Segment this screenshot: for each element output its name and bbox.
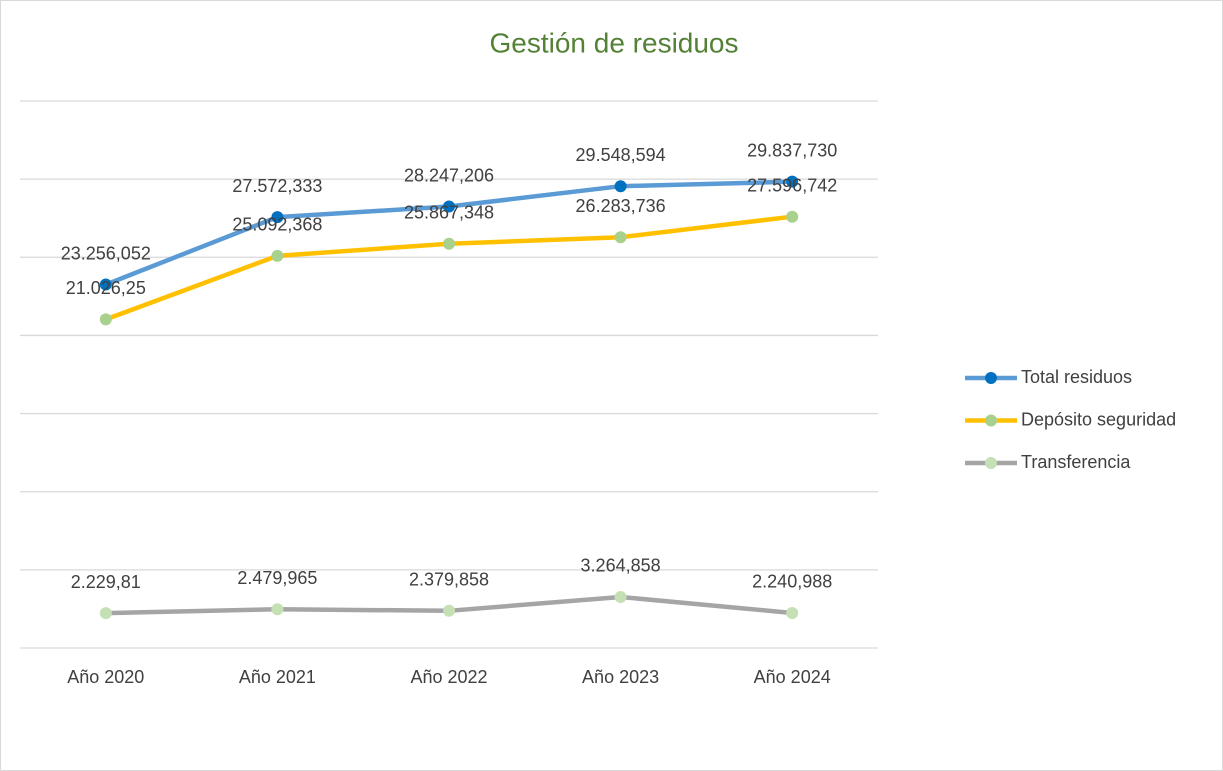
data-label: 23.256,052 (61, 243, 151, 263)
marker (99, 607, 112, 620)
marker (99, 278, 112, 291)
data-label: 25.092,368 (232, 215, 322, 235)
legend-marker (985, 414, 997, 427)
data-label: 2.379,858 (409, 570, 489, 590)
marker (443, 604, 455, 617)
marker (271, 211, 284, 224)
marker (443, 200, 455, 213)
marker (614, 180, 627, 193)
marker (614, 590, 627, 603)
x-tick-label: Año 2024 (754, 667, 831, 687)
data-label: 21.026,25 (66, 278, 146, 298)
data-label: 2.229,81 (71, 572, 141, 592)
legend-label: Transferencia (1021, 452, 1131, 472)
data-label: 2.240,988 (752, 572, 832, 592)
data-label: 25.867,348 (404, 202, 494, 222)
x-tick-label: Año 2021 (239, 667, 316, 687)
data-label: 29.548,594 (576, 145, 666, 165)
marker (786, 210, 799, 223)
data-label: 27.572,333 (232, 176, 322, 196)
marker (271, 249, 284, 262)
data-label: 2.479,965 (237, 568, 317, 588)
x-tick-label: Año 2023 (582, 667, 659, 687)
data-label: 28.247,206 (404, 165, 494, 185)
data-label: 26.283,736 (576, 196, 666, 216)
marker (786, 606, 799, 619)
legend-marker (985, 372, 997, 384)
legend-label: Total residuos (1021, 367, 1132, 387)
data-label: 29.837,730 (747, 140, 837, 160)
marker (271, 603, 284, 616)
marker (786, 175, 799, 188)
data-label: 3.264,858 (581, 556, 661, 576)
marker (99, 313, 112, 326)
legend-label: Depósito seguridad (1021, 409, 1176, 429)
marker (614, 231, 627, 244)
marker (443, 237, 455, 250)
data-label: 27.596,742 (747, 175, 837, 195)
chart-title: Gestión de residuos (489, 27, 738, 58)
legend-marker (985, 457, 997, 469)
x-tick-label: Año 2022 (410, 667, 487, 687)
x-tick-label: Año 2020 (67, 667, 144, 687)
